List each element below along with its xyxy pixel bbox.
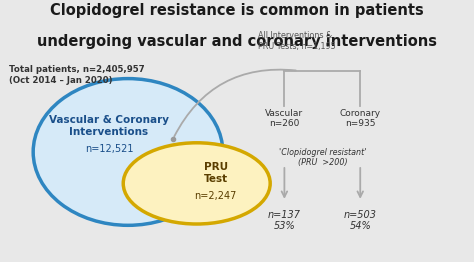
Text: Total patients, n=2,405,957
(Oct 2014 – Jan 2020): Total patients, n=2,405,957 (Oct 2014 – … [9,66,145,85]
Ellipse shape [123,143,270,224]
Text: Vascular & Coronary
Interventions: Vascular & Coronary Interventions [49,115,169,137]
Text: undergoing vascular and coronary interventions: undergoing vascular and coronary interve… [37,34,437,49]
Text: PRU
Test: PRU Test [204,162,228,184]
Text: 'Clopidogrel resistant'
(PRU  >200): 'Clopidogrel resistant' (PRU >200) [279,148,366,167]
Text: All Interventions &
PRU Tests, n=1,195: All Interventions & PRU Tests, n=1,195 [258,31,336,51]
Text: n=12,521: n=12,521 [85,144,133,154]
Text: n=137
53%: n=137 53% [268,210,301,231]
Text: Vascular
n=260: Vascular n=260 [265,109,303,128]
Text: n=503
54%: n=503 54% [344,210,377,231]
Text: Clopidogrel resistance is common in patients: Clopidogrel resistance is common in pati… [50,3,424,18]
Text: n=2,247: n=2,247 [194,192,237,201]
Text: Coronary
n=935: Coronary n=935 [340,109,381,128]
Ellipse shape [33,79,223,225]
